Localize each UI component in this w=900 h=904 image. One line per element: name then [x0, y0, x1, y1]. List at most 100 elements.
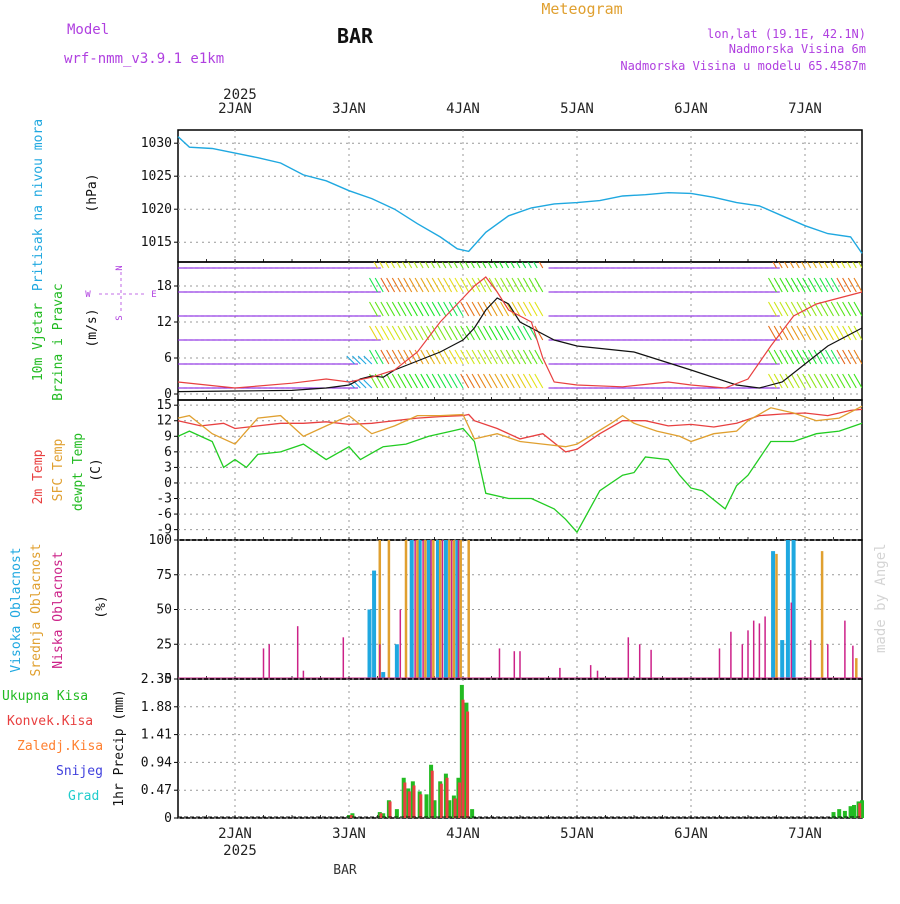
precip-bar	[403, 782, 407, 818]
wind-barb	[830, 373, 840, 389]
wind-barb	[505, 277, 515, 293]
wind-barb	[528, 373, 538, 389]
wind-barb	[522, 349, 532, 365]
cloud-bar-high	[409, 540, 414, 679]
wind-barb	[785, 325, 795, 341]
wind-barb	[768, 325, 777, 341]
wind-barb	[825, 301, 834, 317]
wind-barb	[397, 325, 407, 341]
year-label-bottom: 2025	[223, 843, 257, 859]
ytick-label: 2.35	[141, 672, 172, 687]
model-name: wrf-nmm_v3.9.1 e1km	[64, 51, 224, 67]
wind-barb	[391, 277, 401, 293]
cloud-bar-low	[650, 649, 652, 679]
cloud-bar-low	[430, 540, 432, 679]
precip-bar	[379, 813, 383, 818]
ytick-label: 12	[156, 414, 172, 429]
legend-snow: Snijeg	[56, 764, 103, 779]
wind-barb	[386, 349, 396, 365]
legend-hail: Grad	[68, 789, 99, 804]
wind-barb	[779, 277, 789, 293]
ytick-label: 1025	[141, 169, 172, 184]
wind-barb	[853, 277, 862, 293]
wind-ylabel-2: Brzina i Pravac	[51, 283, 66, 400]
wind-barb	[779, 349, 789, 365]
cloud-bar-low	[559, 667, 561, 679]
wind-barb	[802, 373, 812, 389]
cloud-bar-low	[764, 616, 766, 679]
cloud-unit: (%)	[94, 595, 109, 618]
wind-barb	[437, 301, 447, 317]
wind-barb	[414, 373, 424, 389]
wind-barb	[464, 262, 470, 269]
wind-barb	[397, 301, 407, 317]
wind-barb	[426, 373, 435, 389]
wind-barb	[510, 262, 515, 269]
wind-barb	[857, 262, 862, 269]
wind-barb	[384, 262, 390, 269]
precip-bar	[848, 806, 853, 818]
precip-bar	[394, 809, 399, 818]
wind-barb	[522, 277, 532, 293]
precip-bar	[447, 800, 452, 818]
ytick-label: 3	[164, 460, 172, 475]
wind-barb	[488, 373, 498, 389]
wind-barb	[768, 373, 777, 389]
precip-bar	[419, 794, 423, 818]
legend-conv-rain: Konvek.Kisa	[7, 714, 93, 729]
precip-bar	[858, 803, 862, 818]
top-day-label: 6JAN	[674, 101, 708, 117]
wind-barb	[819, 325, 829, 341]
ytick-label: -6	[156, 507, 172, 522]
wind-barb	[460, 301, 470, 317]
wind-barb	[453, 262, 458, 269]
wind-barb	[465, 277, 475, 293]
temp-ylabel-dewpt: dewpt Temp	[71, 433, 86, 511]
wind-barb	[408, 277, 418, 293]
cloud-bar-low	[809, 640, 812, 679]
wind-barb	[454, 373, 464, 389]
cloud-bar-mid	[467, 540, 470, 679]
ytick-label: 15	[156, 398, 172, 413]
wind-barb	[407, 262, 413, 269]
cloud-bar-low	[589, 665, 592, 679]
wind-barb	[825, 349, 834, 365]
wind-barb	[528, 301, 538, 317]
wind-barb	[819, 373, 829, 389]
wind-barb	[426, 277, 435, 293]
cloud-bar-low	[638, 644, 641, 679]
precip-bar	[430, 770, 434, 818]
wind-barb	[401, 262, 407, 269]
wind-barb	[772, 262, 777, 269]
wind-barb	[386, 301, 396, 317]
wind-barb	[534, 325, 544, 341]
wind-barb	[477, 325, 487, 341]
wind-barb	[352, 355, 361, 365]
wind-barb	[790, 373, 800, 389]
wind-barb	[779, 325, 789, 341]
wind-barb	[522, 373, 532, 389]
ytick-label: 9	[164, 429, 172, 444]
wind-barb	[390, 262, 396, 269]
cloud-bar-mid	[387, 540, 391, 679]
wind-barb	[386, 277, 396, 293]
cloud-bar-high	[426, 540, 431, 679]
ytick-label: 0	[164, 672, 172, 687]
wind-barb	[511, 301, 521, 317]
cloud-bar-low	[268, 644, 270, 679]
wind-barb	[517, 325, 527, 341]
cloud-bar-low	[627, 637, 630, 679]
bottom-day-label: 5JAN	[560, 826, 594, 842]
bottom-day-label: 3JAN	[332, 826, 366, 842]
precip-bar	[388, 801, 392, 818]
wind-barb	[430, 262, 435, 269]
wind-barb	[414, 325, 424, 341]
wind-barb	[493, 262, 498, 269]
wind-barb	[465, 349, 475, 365]
wind-barb	[380, 373, 390, 389]
wind-barb	[397, 277, 407, 293]
wind-barb	[533, 262, 538, 269]
wind-barb	[528, 277, 538, 293]
wind-barb	[379, 262, 384, 269]
wind-barb	[500, 373, 510, 389]
